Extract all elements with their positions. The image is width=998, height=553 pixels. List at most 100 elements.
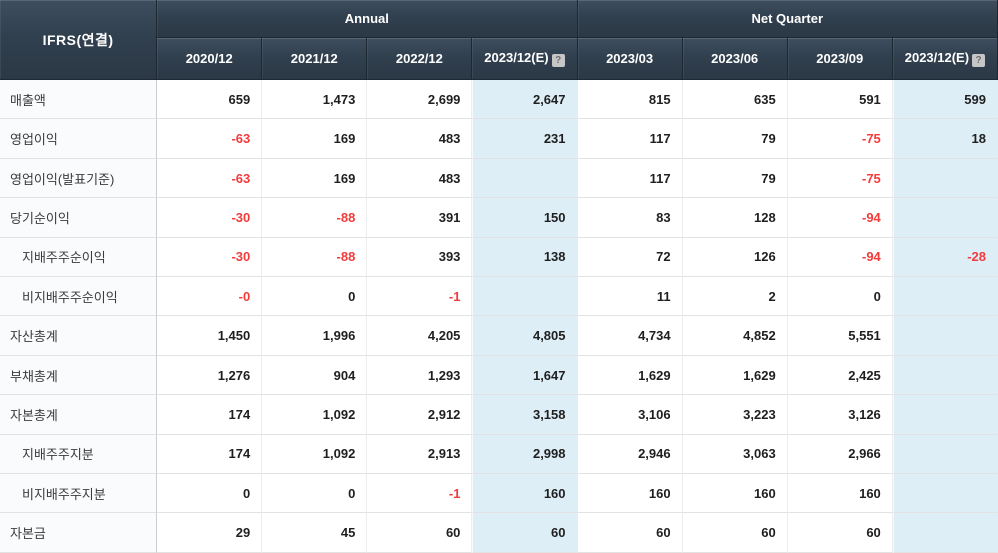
- cell: -94: [787, 237, 893, 278]
- row-label: 자산총계: [0, 316, 158, 356]
- group-header-row: IFRS(연결) Annual Net Quarter: [0, 0, 998, 80]
- cell: 3,063: [682, 434, 788, 475]
- cell: 2,425: [787, 355, 893, 396]
- column-header-label: 2023/03: [606, 51, 654, 66]
- table-row: 자본총계 174 1,092 2,912 3,158 3,106 3,223 3,126: [0, 395, 998, 435]
- cell: 18: [892, 119, 998, 159]
- column-group-net-quarter: Net Quarter: [577, 0, 998, 38]
- cell: 128: [682, 198, 788, 238]
- cell: 79: [682, 119, 788, 159]
- cell: -1: [367, 277, 473, 317]
- cell: 4,852: [682, 316, 788, 356]
- cell: 29: [157, 513, 263, 553]
- column-header-2023-06: 2023/06: [682, 38, 788, 80]
- cell: 3,158: [472, 395, 578, 435]
- cell: 2,913: [367, 434, 473, 475]
- cell: 591: [787, 80, 893, 120]
- cell: 4,734: [577, 316, 683, 356]
- column-header-2020-12: 2020/12: [157, 38, 263, 80]
- cell: 2,946: [577, 434, 683, 475]
- row-label: 비지배주주순이익: [0, 277, 158, 317]
- cell: 0: [262, 474, 368, 514]
- cell: 599: [892, 80, 998, 120]
- row-label: 부채총계: [0, 355, 158, 396]
- row-label: 지배주주지분: [0, 434, 158, 475]
- table-row: 영업이익(발표기준) -63 169 483 117 79 -75: [0, 158, 998, 199]
- cell: 1,276: [157, 355, 263, 396]
- cell: [892, 158, 998, 199]
- table-corner-ifrs-label: IFRS(연결): [0, 0, 158, 80]
- row-label: 영업이익: [0, 119, 158, 159]
- column-group-annual: Annual: [157, 0, 578, 38]
- cell: 169: [262, 158, 368, 199]
- cell: -63: [157, 119, 263, 159]
- cell: 2: [682, 277, 788, 317]
- column-header-label: 2023/09: [816, 51, 864, 66]
- column-header-label: 2022/12: [395, 51, 443, 66]
- cell: [892, 395, 998, 435]
- help-icon[interactable]: ?: [972, 54, 986, 67]
- table-row: 매출액 659 1,473 2,699 2,647 815 635 591 599: [0, 80, 998, 120]
- column-header-label: 2023/12(E): [904, 50, 970, 65]
- cell: 160: [472, 474, 578, 514]
- cell: -75: [787, 119, 893, 159]
- help-icon[interactable]: ?: [551, 54, 565, 67]
- table-row: 지배주주순이익 -30 -88 393 138 72 126 -94 -28: [0, 237, 998, 278]
- cell: 815: [577, 80, 683, 120]
- cell: 1,092: [262, 395, 368, 435]
- cell: [892, 316, 998, 356]
- row-label: 자본금: [0, 513, 158, 553]
- cell: 0: [157, 474, 263, 514]
- cell: 2,912: [367, 395, 473, 435]
- cell: 659: [157, 80, 263, 120]
- table-row: 지배주주지분 174 1,092 2,913 2,998 2,946 3,063 2,966: [0, 434, 998, 475]
- cell: 83: [577, 198, 683, 238]
- cell: 3,106: [577, 395, 683, 435]
- cell: 60: [367, 513, 473, 553]
- column-header-2023-12-e: 2023/12(E)?: [472, 38, 578, 80]
- cell: [892, 355, 998, 396]
- column-header-label: 2020/12: [185, 51, 233, 66]
- column-header-2021-12: 2021/12: [262, 38, 368, 80]
- row-label: 지배주주순이익: [0, 237, 158, 278]
- cell: [472, 277, 578, 317]
- cell: 169: [262, 119, 368, 159]
- year-header-row: 2020/12 2021/12 2022/12 2023/12(E)? 2023/03 2…: [0, 38, 998, 80]
- table-row: 영업이익 -63 169 483 231 117 79 -75 18: [0, 119, 998, 159]
- cell: 11: [577, 277, 683, 317]
- row-label: 비지배주주지분: [0, 474, 158, 514]
- column-header-label: 2023/06: [711, 51, 759, 66]
- cell: 117: [577, 119, 683, 159]
- row-label: 영업이익(발표기준): [0, 158, 158, 199]
- table-header: IFRS(연결) Annual Net Quarter 2020/12 2021/…: [0, 0, 998, 80]
- table-row: 당기순이익 -30 -88 391 150 83 128 -94: [0, 198, 998, 238]
- cell: 72: [577, 237, 683, 278]
- cell: [892, 198, 998, 238]
- cell: [892, 277, 998, 317]
- cell: 1,450: [157, 316, 263, 356]
- cell: 79: [682, 158, 788, 199]
- cell: 0: [262, 277, 368, 317]
- cell: 231: [472, 119, 578, 159]
- cell: [892, 474, 998, 514]
- cell: -88: [262, 198, 368, 238]
- table-row: 비지배주주순이익 -0 0 -1 11 2 0: [0, 277, 998, 317]
- cell: [472, 158, 578, 199]
- cell: -94: [787, 198, 893, 238]
- cell: 483: [367, 158, 473, 199]
- table-row: 비지배주주지분 0 0 -1 160 160 160 160: [0, 474, 998, 514]
- column-header-2022-12: 2022/12: [367, 38, 473, 80]
- cell: -1: [367, 474, 473, 514]
- cell: 393: [367, 237, 473, 278]
- cell: 0: [787, 277, 893, 317]
- cell: 160: [787, 474, 893, 514]
- cell: 1,996: [262, 316, 368, 356]
- cell: 60: [787, 513, 893, 553]
- cell: 4,805: [472, 316, 578, 356]
- cell: 483: [367, 119, 473, 159]
- cell: -0: [157, 277, 263, 317]
- cell: 2,647: [472, 80, 578, 120]
- table-row: 자본금 29 45 60 60 60 60 60: [0, 513, 998, 553]
